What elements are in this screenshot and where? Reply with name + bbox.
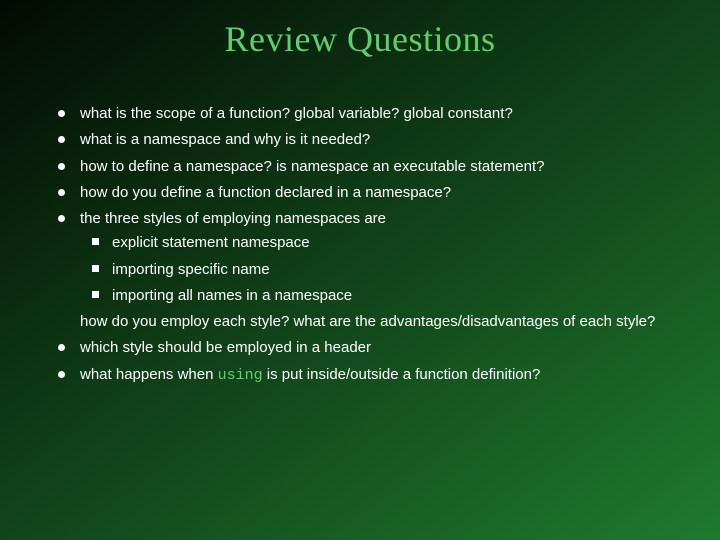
slide-title: Review Questions (30, 18, 690, 60)
question-list: what is the scope of a function? global … (30, 104, 690, 386)
sub-list-item-text: importing all names in a namespace (112, 287, 352, 304)
list-item: what is a namespace and why is it needed… (58, 130, 690, 150)
list-item-text: what is a namespace and why is it needed… (80, 131, 370, 148)
slide: Review Questions what is the scope of a … (0, 0, 720, 540)
list-item-continuation: how do you employ each style? what are t… (80, 312, 690, 332)
list-item-text: the three styles of employing namespaces… (80, 210, 386, 227)
list-item: what happens when using is put inside/ou… (58, 365, 690, 386)
sub-list-item: explicit statement namespace (92, 233, 690, 253)
list-item-text: what is the scope of a function? global … (80, 105, 513, 122)
list-item-text-post: is put inside/outside a function definit… (263, 366, 541, 383)
list-item: which style should be employed in a head… (58, 338, 690, 358)
sub-list-item-text: explicit statement namespace (112, 234, 310, 251)
sub-list-item: importing all names in a namespace (92, 286, 690, 306)
code-keyword: using (218, 367, 263, 384)
list-item: what is the scope of a function? global … (58, 104, 690, 124)
list-item: the three styles of employing namespaces… (58, 209, 690, 332)
sub-list-item: importing specific name (92, 260, 690, 280)
sub-list: explicit statement namespace importing s… (80, 233, 690, 306)
sub-list-item-text: importing specific name (112, 261, 270, 278)
list-item-text-pre: what happens when (80, 366, 218, 383)
list-item: how do you define a function declared in… (58, 183, 690, 203)
list-item: how to define a namespace? is namespace … (58, 157, 690, 177)
list-item-text: which style should be employed in a head… (80, 339, 371, 356)
list-item-text: how to define a namespace? is namespace … (80, 158, 544, 175)
list-item-text: how do you define a function declared in… (80, 184, 451, 201)
